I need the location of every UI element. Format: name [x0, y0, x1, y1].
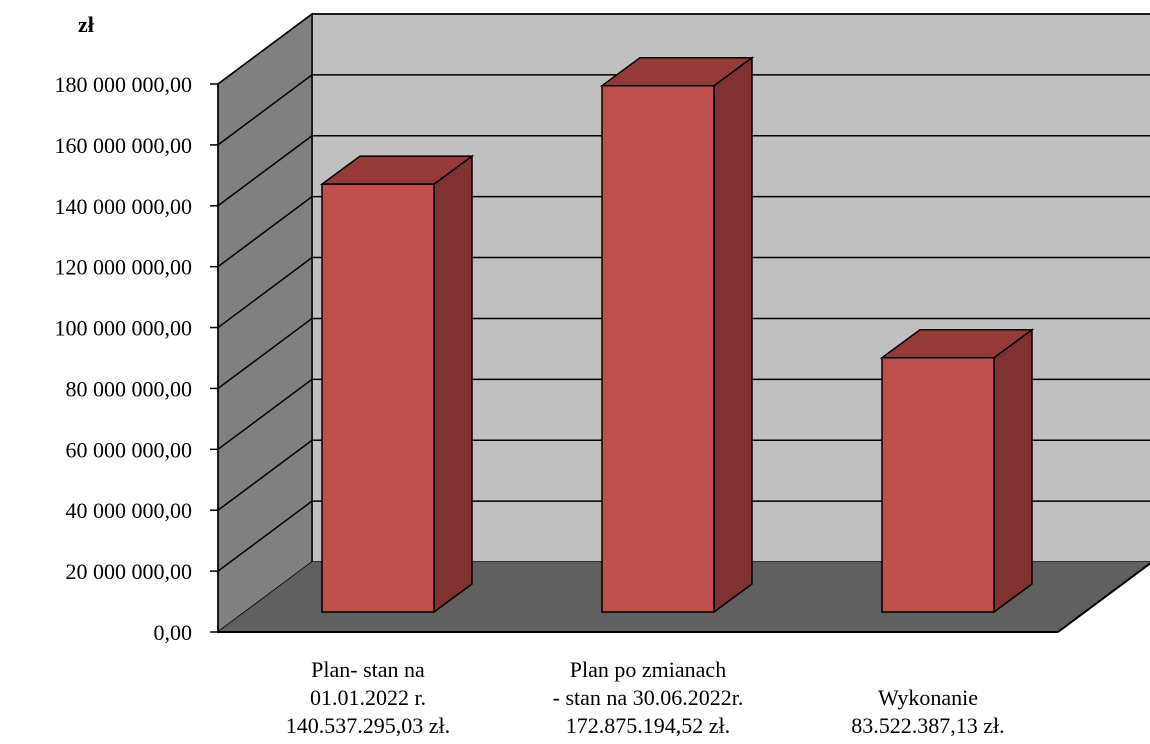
x-category-label: 01.01.2022 r. — [310, 685, 426, 710]
x-category-label: Wykonanie — [878, 685, 978, 710]
x-category-label: 83.522.387,13 zł. — [851, 713, 1004, 738]
gridline — [217, 256, 1150, 329]
y-tick-label: 20 000 000,00 — [66, 559, 193, 584]
y-tick-label: 100 000 000,00 — [55, 316, 193, 341]
x-category-label: Plan po zmianach — [570, 657, 726, 682]
y-unit-label: zł — [78, 12, 94, 37]
bar-2 — [599, 56, 755, 614]
y-tick-label: 160 000 000,00 — [55, 133, 193, 158]
gridline — [217, 195, 1150, 268]
y-tick-label: 120 000 000,00 — [55, 255, 193, 280]
gridline — [217, 135, 1150, 207]
side-wall — [217, 12, 313, 634]
gridlines — [217, 13, 1150, 572]
bar-front — [601, 84, 715, 613]
bar-front — [321, 183, 435, 613]
bar-side — [433, 154, 473, 614]
y-tick-label: 0,00 — [154, 620, 193, 645]
gridline — [217, 74, 1150, 146]
x-category-label: - stan na 30.06.2022r. — [553, 685, 744, 710]
y-tick-label: 180 000 000,00 — [55, 72, 193, 97]
x-category-label: Plan- stan na — [311, 657, 425, 682]
x-category-label: 140.537.295,03 zł. — [286, 713, 450, 738]
bars — [319, 56, 1035, 614]
bar-side — [713, 56, 753, 614]
gridline — [217, 500, 1150, 572]
y-tick-label: 140 000 000,00 — [55, 194, 193, 219]
y-tick-label: 40 000 000,00 — [66, 498, 193, 523]
y-axis: 0,00 20 000 000,00 40 000 000,00 60 000 000… — [55, 72, 219, 645]
bar-1 — [319, 154, 475, 614]
x-axis: Plan- stan na 01.01.2022 r. 140.537.295,03… — [286, 657, 1005, 738]
bar-side — [993, 328, 1033, 614]
bar-3 — [879, 328, 1035, 614]
gridline — [217, 378, 1150, 450]
gridline — [217, 317, 1150, 390]
x-category-label: 172.875.194,52 zł. — [566, 713, 730, 738]
y-tick-label: 60 000 000,00 — [66, 437, 193, 462]
y-tick-label: 80 000 000,00 — [66, 376, 193, 401]
gridline — [217, 13, 1150, 85]
gridline — [217, 439, 1150, 511]
floor-right-edge — [1057, 562, 1150, 633]
bar-front — [881, 356, 995, 613]
